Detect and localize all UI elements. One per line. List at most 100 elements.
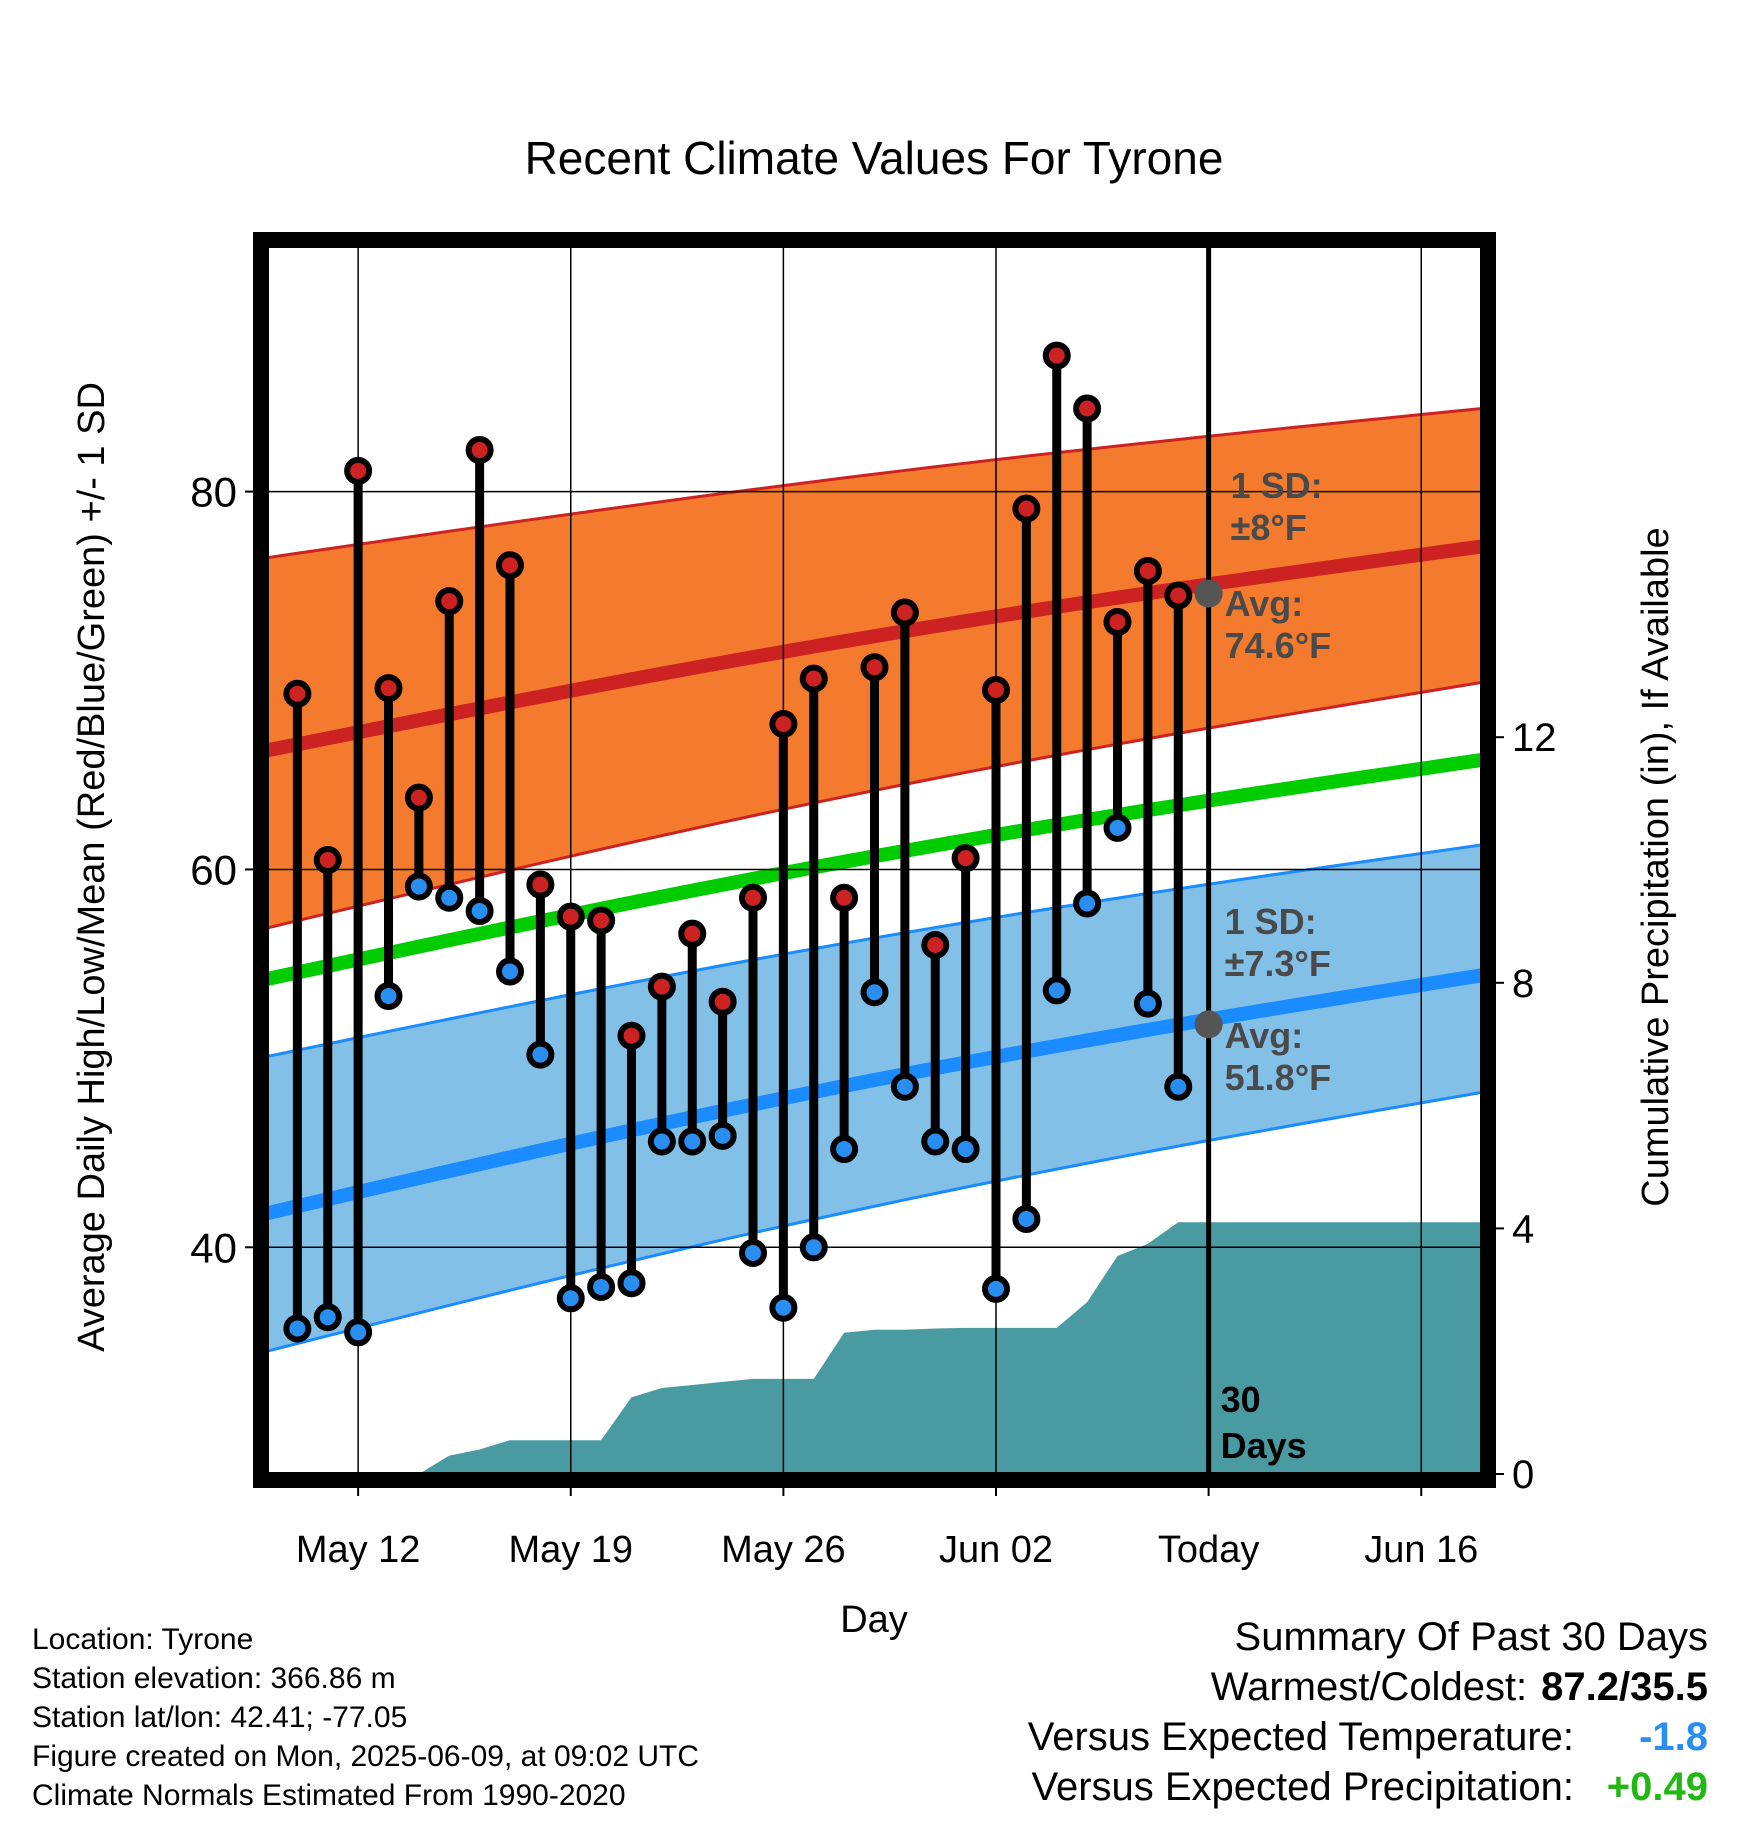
high-temp-marker — [708, 987, 737, 1016]
precip-anomaly-label: Versus Expected Precipitation: — [1031, 1765, 1574, 1809]
precip-anomaly-row: Versus Expected Precipitation: +0.49 — [1028, 1762, 1708, 1812]
high-temp-marker — [617, 1021, 646, 1050]
low-temp-marker — [435, 883, 464, 912]
high-temp-marker — [678, 919, 707, 948]
warmest-coldest-label: Warmest/Coldest: — [1210, 1665, 1528, 1709]
plot-area: 1 SD: ±8°F Avg: 74.6°F 1 SD: ±7.3°F Avg: 51.8°F… — [190, 232, 1557, 1571]
low-temp-marker — [496, 957, 524, 986]
x-tick-label: May 26 — [721, 1529, 846, 1571]
low-temp-marker — [951, 1135, 980, 1164]
warmest-coldest-row: Warmest/Coldest: 87.2/35.5 — [1028, 1662, 1708, 1712]
high-sd-band-upper-edge — [267, 406, 1482, 560]
low-temp-marker — [374, 982, 403, 1011]
low-temp-marker — [313, 1303, 342, 1332]
x-tick-label: Jun 16 — [1364, 1529, 1478, 1571]
high-temp-marker — [587, 906, 616, 935]
high-temp-marker — [465, 436, 494, 465]
y-right-tick-label: 8 — [1512, 962, 1534, 1006]
chart-title: Recent Climate Values For Tyrone — [525, 132, 1224, 184]
low-temp-marker — [647, 1127, 676, 1156]
high-temp-marker — [739, 883, 767, 912]
x-tick-label: May 19 — [508, 1529, 633, 1571]
low-temp-marker — [465, 897, 494, 926]
high-temp-marker — [496, 551, 524, 580]
high-temp-marker — [283, 679, 312, 708]
low-temp-marker — [708, 1121, 737, 1150]
x-tick-label: Jun 02 — [939, 1529, 1053, 1571]
low-normal-line — [267, 968, 1482, 1221]
high-temp-marker — [951, 844, 980, 873]
high-normal-line — [267, 539, 1482, 758]
station-info: Location: Tyrone Station elevation: 366.… — [32, 1620, 699, 1815]
temp-anomaly-row: Versus Expected Temperature: -1.8 — [1028, 1712, 1708, 1762]
low-temp-marker — [678, 1127, 707, 1156]
high-temp-marker — [556, 902, 585, 931]
high-temp-marker — [1042, 341, 1071, 370]
low-temp-marker — [526, 1040, 555, 1069]
high-temp-marker — [921, 931, 950, 960]
high-sd-annotation: 1 SD: ±8°F — [1231, 465, 1323, 548]
precipitation-area — [267, 1222, 1482, 1474]
normals-text: Climate Normals Estimated From 1990-2020 — [32, 1779, 626, 1812]
summary-title: Summary Of Past 30 Days — [1234, 1615, 1708, 1659]
low-temp-marker — [283, 1314, 312, 1343]
y-right-tick-label: 12 — [1512, 716, 1557, 760]
low-temp-marker — [617, 1269, 646, 1298]
low-temp-marker — [739, 1238, 767, 1267]
low-temp-marker — [404, 872, 433, 901]
high-temp-marker — [1164, 581, 1193, 610]
low-temp-marker — [830, 1135, 859, 1164]
warmest-coldest-value: 87.2/35.5 — [1541, 1665, 1708, 1709]
y-left-tick-label: 40 — [190, 1224, 237, 1271]
low-temp-marker — [769, 1293, 798, 1322]
y-right-tick-label: 0 — [1512, 1453, 1534, 1497]
x-tick-label: Today — [1158, 1529, 1259, 1571]
days-annotation: 30 Days — [1221, 1379, 1307, 1466]
high-avg-annotation: Avg: 74.6°F — [1225, 583, 1331, 666]
high-temp-marker — [526, 870, 555, 899]
y-axis-label-right: Cumulative Precipitation (in), If Availa… — [1635, 527, 1677, 1206]
high-temp-marker — [1073, 394, 1102, 423]
high-temp-marker — [647, 972, 676, 1001]
low-sd-band-lower-edge — [267, 1090, 1482, 1353]
high-temp-marker — [1103, 607, 1132, 636]
y-left-tick-label: 80 — [190, 469, 237, 516]
high-temp-marker — [890, 598, 919, 627]
plot-content: 1 SD: ±8°F Avg: 74.6°F 1 SD: ±7.3°F Avg: 51.8°F… — [267, 246, 1482, 1474]
low-temp-marker — [1073, 889, 1102, 918]
elevation-text: Station elevation: 366.86 m — [32, 1662, 396, 1695]
high-temp-marker — [374, 674, 403, 703]
location-text: Location: Tyrone — [32, 1623, 254, 1656]
low-sd-annotation: 1 SD: ±7.3°F — [1225, 901, 1331, 984]
high-temp-marker — [435, 587, 464, 616]
y-axis-label-left: Average Daily High/Low/Mean (Red/Blue/Gr… — [71, 382, 113, 1352]
high-temp-marker — [313, 846, 342, 874]
low-temp-marker — [587, 1272, 616, 1301]
precip-anomaly-value: +0.49 — [1606, 1765, 1708, 1809]
high-temp-marker — [830, 883, 859, 912]
low-temp-marker — [921, 1127, 950, 1156]
low-temp-marker — [860, 978, 889, 1007]
y-right-tick-label: 4 — [1512, 1207, 1534, 1251]
latlon-text: Station lat/lon: 42.41; -77.05 — [32, 1701, 408, 1734]
low-temp-marker — [1164, 1072, 1193, 1101]
low-temp-marker — [1133, 989, 1162, 1018]
low-temp-marker — [982, 1274, 1010, 1303]
temp-anomaly-label: Versus Expected Temperature: — [1027, 1715, 1574, 1759]
low-temp-marker — [799, 1233, 828, 1262]
low-temp-marker — [1012, 1204, 1041, 1233]
high-temp-marker — [982, 675, 1010, 704]
high-temp-marker — [1012, 494, 1041, 523]
high-temp-marker — [344, 456, 373, 485]
low-avg-dot — [1194, 1010, 1223, 1039]
low-temp-marker — [556, 1284, 585, 1313]
low-temp-marker — [890, 1072, 919, 1101]
high-temp-marker — [799, 664, 828, 693]
low-temp-marker — [1103, 813, 1132, 842]
summary-panel: Summary Of Past 30 Days Warmest/Coldest:… — [1028, 1612, 1708, 1812]
high-temp-marker — [1133, 556, 1162, 585]
plot-frame — [253, 232, 1496, 1488]
high-temp-marker — [860, 653, 889, 682]
y-left-tick-label: 60 — [190, 846, 237, 893]
